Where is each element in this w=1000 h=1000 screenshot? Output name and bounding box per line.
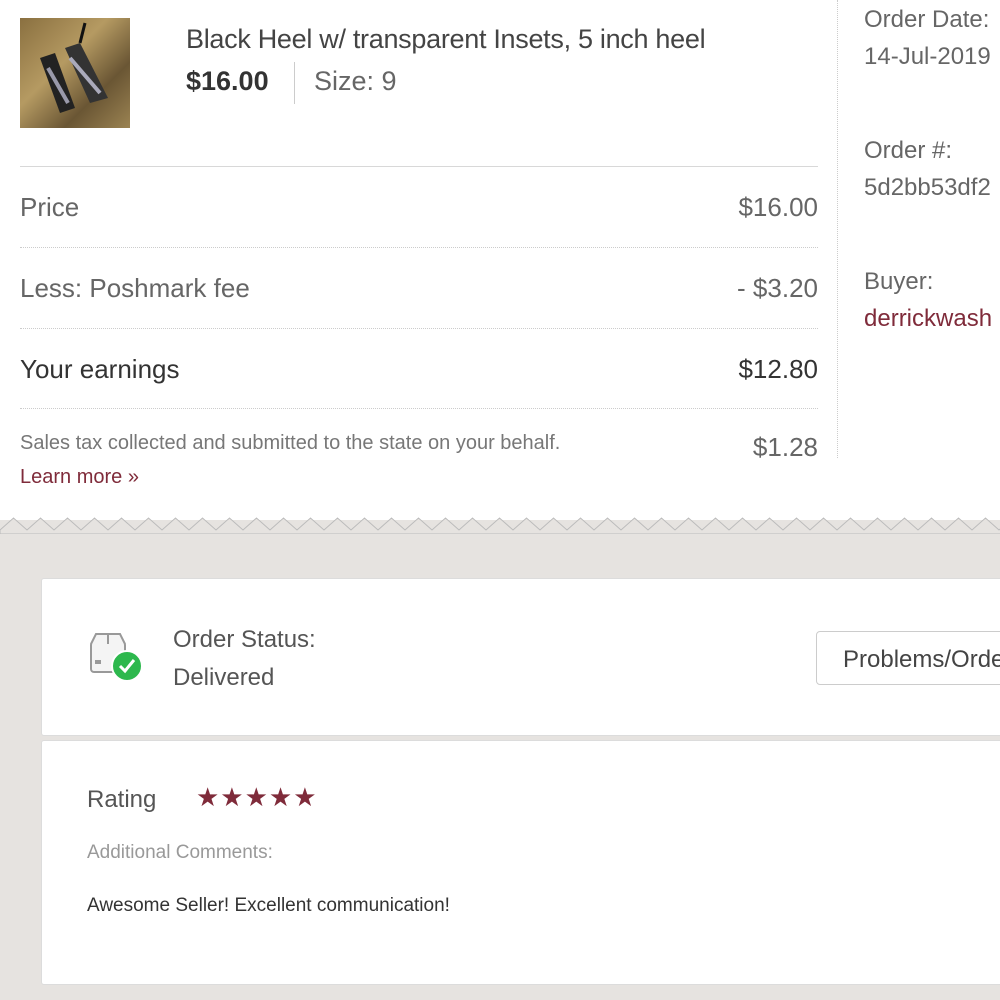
fee-row: Less: Poshmark fee - $3.20 [20,273,818,304]
sales-tax-value: $1.28 [752,432,818,462]
order-date-label: Order Date: [864,6,990,33]
buyer-link[interactable]: derrickwash [864,305,993,332]
product-price: $16.00 [186,66,269,96]
row-label: Less: Poshmark fee [20,273,250,303]
product-size: Size: 9 [314,66,397,96]
learn-more-link[interactable]: Learn more » [20,466,139,488]
order-summary: Black Heel w/ transparent Insets, 5 inch… [20,0,993,488]
divider [20,408,818,409]
order-status-value: Delivered [173,664,275,691]
buyer-label: Buyer: [864,268,934,295]
comments-label: Additional Comments: [87,842,273,863]
divider [294,62,295,104]
divider [20,166,818,167]
product-thumbnail[interactable] [20,18,130,128]
product-title[interactable]: Black Heel w/ transparent Insets, 5 inch… [186,24,706,54]
rating-card [41,740,1000,985]
order-number: 5d2bb53df2 [864,174,991,201]
divider [20,328,818,329]
problems-order-button[interactable]: Problems/Order [816,631,1000,685]
row-value: $12.80 [738,354,818,384]
order-status-label: Order Status: [173,626,316,653]
order-date: 14-Jul-2019 [864,43,991,70]
order-number-label: Order #: [864,137,953,164]
zigzag-edge [0,517,1000,534]
row-value: $16.00 [738,192,818,222]
rating-label: Rating [87,786,157,813]
price-row: Price $16.00 [20,192,818,223]
sales-tax-note: Sales tax collected and submitted to the… [20,432,561,454]
row-value: - $3.20 [737,273,818,303]
row-label: Price [20,192,80,222]
row-label: Your earnings [20,354,180,384]
comment-text: Awesome Seller! Excellent communication! [87,895,450,916]
earnings-row: Your earnings $12.80 [20,354,818,385]
divider [837,0,838,458]
star-rating: ★★★★★ [196,782,318,812]
divider [20,247,818,248]
package-delivered-icon [88,630,146,682]
